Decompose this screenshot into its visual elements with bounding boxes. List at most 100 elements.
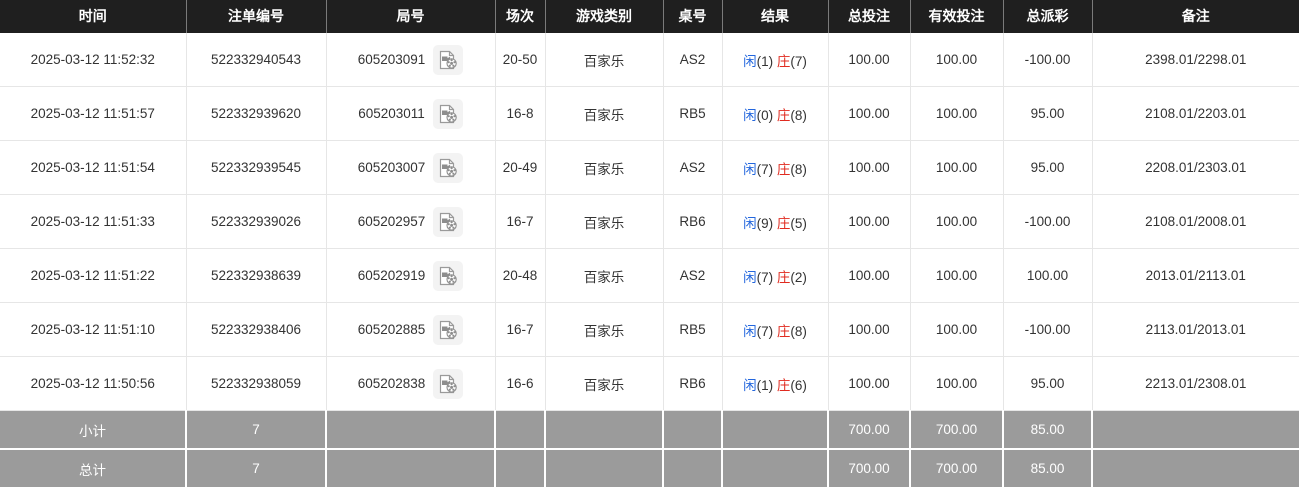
- result-banker-value: (8): [790, 323, 807, 339]
- result-banker-label: 庄: [776, 323, 791, 339]
- video-replay-icon[interactable]: [433, 206, 464, 237]
- cell-game-type: 百家乐: [545, 140, 664, 195]
- result-banker-label: 庄: [776, 107, 791, 123]
- table-row: 2025-03-12 11:51:54 522332939545 605203007…: [0, 140, 1299, 195]
- cell-round-no: 605202838: [326, 356, 496, 411]
- table-row: 2025-03-12 11:52:32 522332940543 605203091…: [0, 33, 1299, 87]
- cell-time: 2025-03-12 11:51:54: [0, 140, 187, 195]
- video-replay-icon[interactable]: [433, 368, 464, 399]
- round-no-text: 605202885: [357, 322, 426, 337]
- cell-remark: 2213.01/2308.01: [1092, 356, 1299, 411]
- cell-table-no: RB6: [663, 194, 723, 249]
- result-player-label: 闲: [743, 377, 757, 393]
- round-no-wrapper: 605203011: [358, 98, 463, 129]
- result-banker-label: 庄: [776, 161, 791, 177]
- cell-bet-no: 522332938406: [186, 302, 327, 357]
- result-player-label: 闲: [743, 107, 757, 123]
- cell-round-no: 605202957: [326, 194, 496, 249]
- video-replay-icon[interactable]: [433, 314, 464, 345]
- cell-game-type: 百家乐: [545, 302, 664, 357]
- cell-game-type: 百家乐: [545, 33, 664, 87]
- cell-total-payout: -100.00: [1003, 33, 1093, 87]
- cell-game-type: 百家乐: [545, 194, 664, 249]
- result-player-label: 闲: [743, 269, 757, 285]
- cell-total-bet[interactable]: 100.00: [828, 86, 911, 141]
- summary-valid-bet: 700.00: [910, 449, 1004, 487]
- column-header-game_type[interactable]: 游戏类别: [545, 0, 664, 33]
- video-replay-icon[interactable]: [433, 260, 464, 291]
- table-row: 2025-03-12 11:51:57 522332939620 605203011…: [0, 86, 1299, 141]
- result-player-value: (9): [756, 215, 774, 231]
- column-header-total_bet[interactable]: 总投注: [828, 0, 911, 33]
- summary-total-payout: 85.00: [1003, 449, 1093, 487]
- summary-table-no: [663, 449, 723, 487]
- table-header: 时间 注单编号 局号 场次 游戏类别 桌号 结果 总投注 有效投注 总派彩 备注: [0, 0, 1299, 33]
- cell-session: 16-6: [495, 356, 546, 411]
- cell-total-bet[interactable]: 100.00: [828, 356, 911, 411]
- cell-remark: 2108.01/2203.01: [1092, 86, 1299, 141]
- summary-label: 小计: [0, 410, 187, 450]
- summary-count: 7: [186, 410, 327, 450]
- cell-round-no: 605202919: [326, 248, 496, 303]
- round-no-text: 605202957: [357, 214, 426, 229]
- column-header-valid_bet[interactable]: 有效投注: [910, 0, 1004, 33]
- column-header-result[interactable]: 结果: [722, 0, 829, 33]
- result-banker-label: 庄: [776, 377, 791, 393]
- summary-session: [495, 410, 546, 450]
- cell-total-payout: 95.00: [1003, 140, 1093, 195]
- video-replay-icon[interactable]: [432, 98, 463, 129]
- summary-table-no: [663, 410, 723, 450]
- summary-result: [722, 449, 829, 487]
- column-header-time[interactable]: 时间: [0, 0, 187, 33]
- column-header-table_no[interactable]: 桌号: [663, 0, 723, 33]
- column-header-round_no[interactable]: 局号: [326, 0, 496, 33]
- cell-valid-bet: 100.00: [910, 356, 1004, 411]
- column-header-remark[interactable]: 备注: [1092, 0, 1299, 33]
- cell-table-no: RB5: [663, 86, 723, 141]
- round-no-text: 605203011: [358, 106, 425, 121]
- result-player-label: 闲: [743, 161, 757, 177]
- video-replay-icon[interactable]: [433, 152, 464, 183]
- cell-total-bet[interactable]: 100.00: [828, 302, 911, 357]
- cell-result: 闲(1) 庄(6): [722, 356, 829, 411]
- summary-total-bet: 700.00: [828, 410, 911, 450]
- summary-result: [722, 410, 829, 450]
- cell-remark: 2113.01/2013.01: [1092, 302, 1299, 357]
- summary-remark: [1092, 410, 1299, 450]
- cell-remark: 2013.01/2113.01: [1092, 248, 1299, 303]
- cell-result: 闲(0) 庄(8): [722, 86, 829, 141]
- round-no-wrapper: 605203007: [358, 152, 464, 183]
- result-banker-value: (8): [790, 107, 807, 123]
- cell-result: 闲(7) 庄(2): [722, 248, 829, 303]
- cell-time: 2025-03-12 11:51:57: [0, 86, 187, 141]
- cell-time: 2025-03-12 11:50:56: [0, 356, 187, 411]
- cell-time: 2025-03-12 11:51:33: [0, 194, 187, 249]
- cell-valid-bet: 100.00: [910, 194, 1004, 249]
- cell-game-type: 百家乐: [545, 356, 664, 411]
- summary-remark: [1092, 449, 1299, 487]
- cell-valid-bet: 100.00: [910, 33, 1004, 87]
- cell-round-no: 605202885: [326, 302, 496, 357]
- result-banker-value: (5): [790, 215, 807, 231]
- cell-session: 16-7: [495, 302, 546, 357]
- summary-count: 7: [186, 449, 327, 487]
- column-header-total_payout[interactable]: 总派彩: [1003, 0, 1093, 33]
- cell-session: 16-8: [495, 86, 546, 141]
- cell-total-bet[interactable]: 100.00: [828, 33, 911, 87]
- summary-session: [495, 449, 546, 487]
- cell-total-bet[interactable]: 100.00: [828, 140, 911, 195]
- cell-result: 闲(9) 庄(5): [722, 194, 829, 249]
- cell-valid-bet: 100.00: [910, 140, 1004, 195]
- cell-table-no: AS2: [663, 248, 723, 303]
- column-header-session[interactable]: 场次: [495, 0, 546, 33]
- cell-remark: 2108.01/2008.01: [1092, 194, 1299, 249]
- cell-total-bet[interactable]: 100.00: [828, 194, 911, 249]
- column-header-bet_no[interactable]: 注单编号: [186, 0, 327, 33]
- result-player-value: (1): [756, 377, 774, 393]
- cell-result: 闲(7) 庄(8): [722, 302, 829, 357]
- video-replay-icon[interactable]: [433, 44, 464, 75]
- cell-game-type: 百家乐: [545, 86, 664, 141]
- cell-total-bet[interactable]: 100.00: [828, 248, 911, 303]
- summary-round-no: [326, 449, 496, 487]
